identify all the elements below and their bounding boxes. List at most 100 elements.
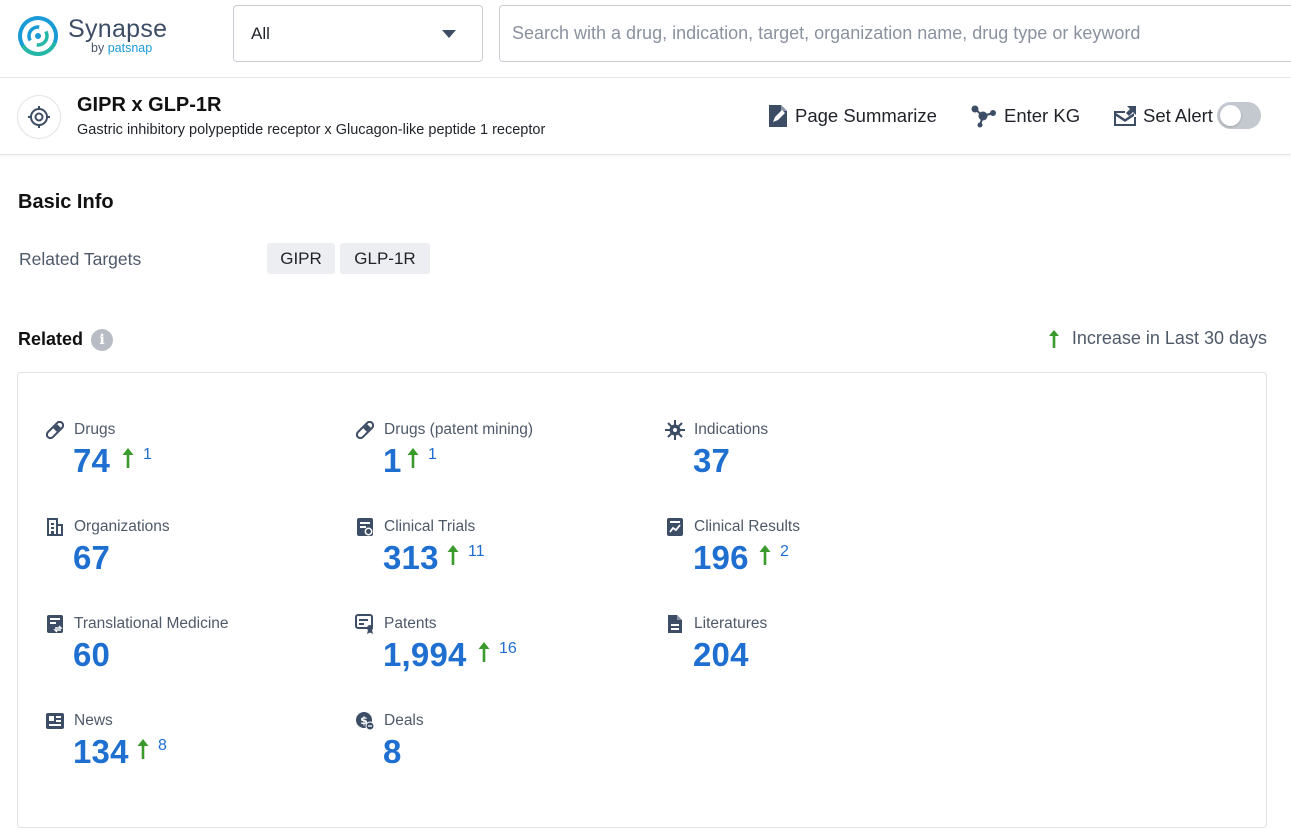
stat-label-row: Organizations [45, 517, 170, 537]
arrow-up-icon [478, 642, 490, 662]
pill-icon [355, 420, 375, 440]
logo-name: Synapse [68, 15, 167, 44]
news-icon [45, 711, 65, 731]
set-alert-label: Set Alert [1143, 105, 1213, 127]
stat-value: 37 [693, 442, 730, 480]
page-summarize-label: Page Summarize [795, 105, 937, 127]
toggle-knob [1220, 105, 1241, 126]
stat-increase: 16 [478, 642, 517, 662]
stat-label: Clinical Results [694, 518, 800, 536]
stat-increase-value: 2 [780, 543, 789, 561]
increase-legend-label: Increase in Last 30 days [1072, 328, 1267, 349]
patent-icon [355, 614, 375, 634]
stat-value: 60 [73, 636, 110, 674]
stat-label-row: Patents [355, 614, 437, 634]
target-tag-gipr[interactable]: GIPR [267, 243, 335, 274]
stat-label: Drugs (patent mining) [384, 421, 533, 439]
stat-deals[interactable]: $ Deals 8 [355, 711, 645, 791]
synapse-logo-icon [16, 14, 60, 58]
stat-label: Drugs [74, 421, 115, 439]
stat-label-row: Drugs (patent mining) [355, 420, 533, 440]
stat-label-row: Drugs [45, 420, 115, 440]
related-title: Related [18, 329, 83, 350]
stat-label: Translational Medicine [74, 615, 229, 633]
stat-label: Indications [694, 421, 768, 439]
stat-increase-value: 16 [499, 640, 517, 658]
stat-translational-medicine[interactable]: Translational Medicine 60 [45, 614, 335, 694]
synapse-logo[interactable]: Synapse by patsnap [16, 12, 216, 60]
stat-label: News [74, 712, 113, 730]
crosshair-icon [27, 105, 51, 129]
stat-increase: 1 [122, 448, 152, 468]
stat-increase: 1 [407, 448, 437, 468]
stat-value: 1,994 [383, 636, 467, 674]
top-bar: Synapse by patsnap All [0, 0, 1291, 78]
stat-increase-value: 1 [143, 446, 152, 464]
stat-label-row: Literatures [665, 614, 767, 634]
stat-increase: 2 [759, 545, 789, 565]
set-alert-toggle[interactable] [1217, 102, 1261, 129]
arrow-up-icon [1048, 330, 1060, 348]
stat-increase-value: 1 [428, 446, 437, 464]
info-icon[interactable]: i [91, 329, 113, 351]
stat-value: 74 [73, 442, 110, 480]
enter-kg-label: Enter KG [1004, 105, 1080, 127]
search-input[interactable] [499, 5, 1291, 62]
stat-drugs[interactable]: Drugs 74 1 [45, 420, 335, 500]
stat-label-row: Clinical Results [665, 517, 800, 537]
building-icon [45, 517, 65, 537]
increase-legend: Increase in Last 30 days [1048, 328, 1267, 349]
stat-literatures[interactable]: Literatures 204 [665, 614, 955, 694]
target-header: GIPR x GLP-1R Gastric inhibitory polypep… [0, 78, 1291, 155]
stat-label: Clinical Trials [384, 518, 475, 536]
stat-clinical-trials[interactable]: Clinical Trials 313 11 [355, 517, 645, 597]
stat-patents[interactable]: Patents 1,994 16 [355, 614, 645, 694]
stat-label-row: Indications [665, 420, 768, 440]
stat-indications[interactable]: Indications 37 [665, 420, 955, 500]
search-scope-select[interactable]: All [233, 5, 483, 62]
search-scope-value: All [251, 24, 270, 44]
stat-increase-value: 11 [468, 543, 485, 561]
target-tag-glp-1r[interactable]: GLP-1R [340, 243, 430, 274]
knowledge-graph-icon [970, 104, 998, 128]
stat-label-row: Clinical Trials [355, 517, 475, 537]
logo-brand: patsnap [108, 41, 152, 55]
stat-label-row: Translational Medicine [45, 614, 229, 634]
arrow-up-icon [447, 545, 459, 565]
stat-label: Patents [384, 615, 437, 633]
stat-value: 134 [73, 733, 129, 771]
virus-icon [665, 420, 685, 440]
mail-alert-icon [1113, 105, 1137, 127]
arrow-up-icon [407, 448, 419, 468]
basic-info-title: Basic Info [18, 191, 114, 214]
page-subtitle: Gastric inhibitory polypeptide receptor … [77, 122, 545, 138]
stat-label-row: $ Deals [355, 711, 424, 731]
stat-value: 204 [693, 636, 749, 674]
document-icon [665, 614, 685, 634]
deals-icon: $ [355, 711, 375, 731]
target-icon [17, 95, 61, 139]
stat-label: Literatures [694, 615, 767, 633]
stat-organizations[interactable]: Organizations 67 [45, 517, 335, 597]
stat-increase-value: 8 [158, 737, 167, 755]
stat-drugs-patent-mining[interactable]: Drugs (patent mining) 1 1 [355, 420, 645, 500]
clinical-trials-icon [355, 517, 375, 537]
logo-byline: by patsnap [91, 41, 152, 55]
stat-increase: 11 [447, 545, 485, 565]
page-summarize-button[interactable]: Page Summarize [767, 102, 937, 130]
set-alert-button[interactable]: Set Alert [1113, 102, 1213, 130]
stat-label: Organizations [74, 518, 170, 536]
arrow-up-icon [122, 448, 134, 468]
arrow-up-icon [137, 739, 149, 759]
stat-news[interactable]: News 134 8 [45, 711, 335, 791]
stat-clinical-results[interactable]: Clinical Results 196 2 [665, 517, 955, 597]
enter-kg-button[interactable]: Enter KG [970, 102, 1080, 130]
chevron-down-icon [442, 30, 456, 38]
logo-by-text: by [91, 41, 104, 55]
stat-label: Deals [384, 712, 424, 730]
summarize-icon [767, 104, 789, 128]
stat-label-row: News [45, 711, 113, 731]
translational-icon [45, 614, 65, 634]
pill-icon [45, 420, 65, 440]
stat-value: 67 [73, 539, 110, 577]
